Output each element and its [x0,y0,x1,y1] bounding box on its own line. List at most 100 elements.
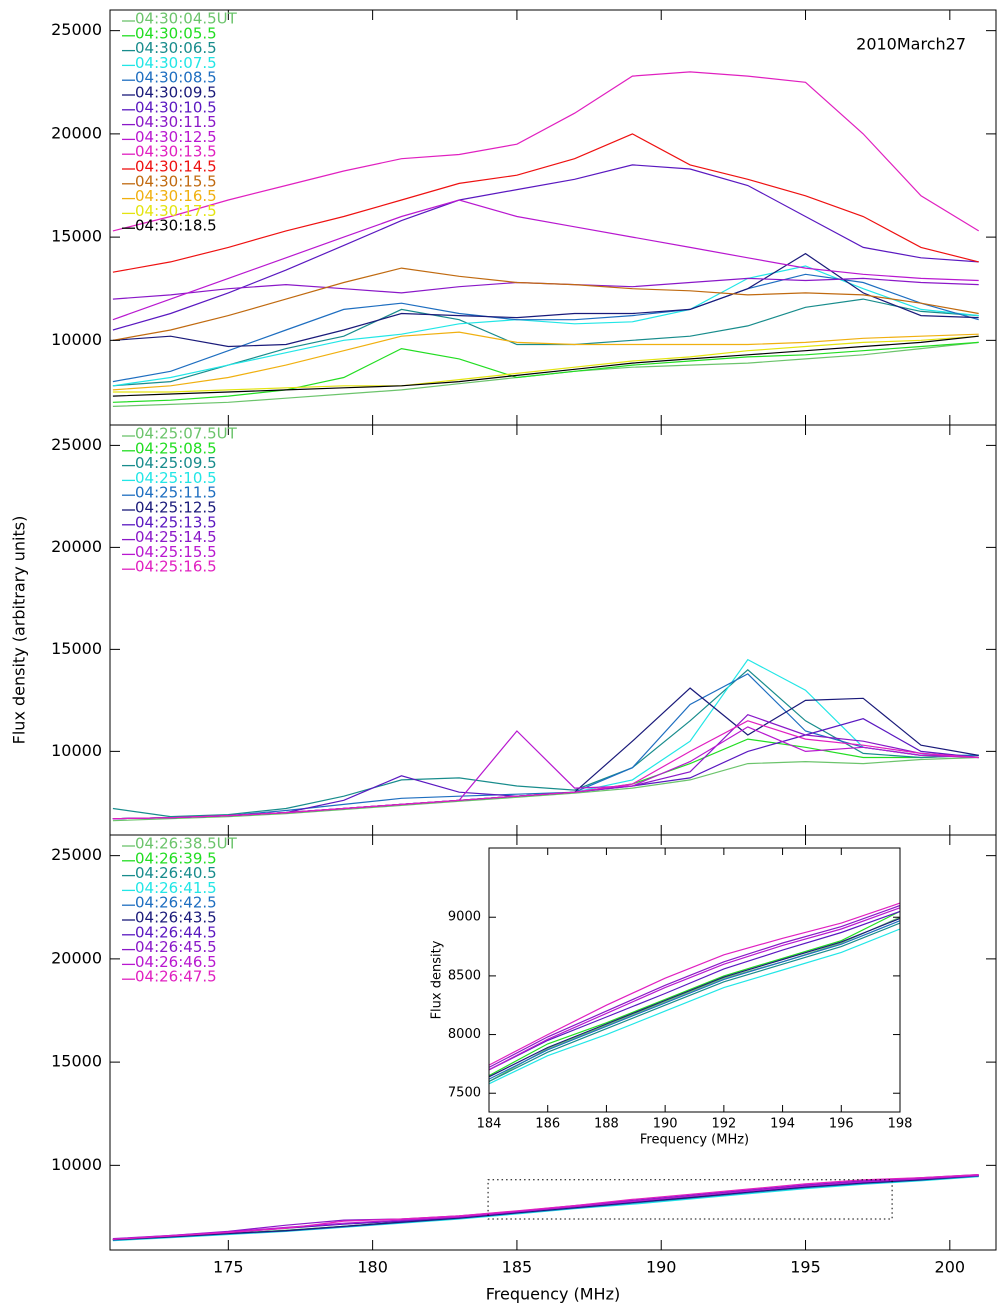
series-line [488,916,901,1083]
series-line [112,199,979,321]
y-tick-label: 9000 [448,910,481,925]
plot-frame [109,834,997,1251]
x-tick-label: 175 [213,1258,244,1277]
legend-label: 04:26:44.5 [135,923,217,941]
x-tick-label: 188 [594,1117,619,1132]
series-line [112,1174,979,1240]
y-tick-label: 8000 [448,1027,481,1042]
x-tick-label: 196 [829,1117,854,1132]
y-tick-label: 7500 [448,1086,481,1101]
series-line [112,71,980,232]
x-tick-label: 180 [357,1258,388,1277]
y-axis-label: Flux density (arbitrary units) [10,516,29,745]
legend-label: 04:25:13.5 [135,513,217,531]
series-line [112,265,979,387]
legend-label: 04:30:04.5UT [135,10,238,28]
x-tick-label: 185 [502,1258,533,1277]
legend-label: 04:25:12.5 [135,499,217,517]
legend-label: 04:25:15.5 [135,543,217,561]
series-line [488,907,901,1071]
x-tick-label: 194 [770,1117,795,1132]
x-tick-label: 198 [888,1117,913,1132]
series-line [488,910,901,1077]
x-tick-label: 195 [790,1258,821,1277]
y-axis-label: Flux density [430,940,445,1019]
series-line [112,273,979,383]
annotation: 2010March27 [856,35,966,54]
y-tick-label: 10000 [51,330,102,349]
x-tick-label: 184 [477,1117,502,1132]
series-line [112,298,979,387]
series-line [112,335,979,393]
series-line [112,133,979,273]
legend-label: 04:30:18.5 [135,217,217,235]
series-line [112,341,979,403]
legend-label: 04:26:47.5 [135,968,217,986]
legend-label: 04:30:15.5 [135,172,217,190]
x-tick-label: 186 [535,1117,560,1132]
x-tick-label: 190 [646,1258,677,1277]
series-line [488,922,901,1083]
series-line [112,738,979,820]
y-tick-label: 10000 [51,1155,102,1174]
legend-label: 04:30:13.5 [135,143,217,161]
inset-background [489,848,900,1112]
series-line [488,904,901,1068]
series-line [112,756,979,822]
legend-label: 04:30:12.5 [135,128,217,146]
legend-label: 04:26:39.5 [135,849,217,867]
y-tick-label: 20000 [51,948,102,967]
series-line [488,902,901,1066]
series-line [112,335,979,397]
y-tick-label: 25000 [51,20,102,39]
y-tick-label: 25000 [51,435,102,454]
legend-label: 04:25:11.5 [135,484,217,502]
inset-region [487,1179,893,1220]
legend-label: 04:26:43.5 [135,909,217,927]
legend-label: 04:26:46.5 [135,953,217,971]
series-line [112,714,979,820]
series-line [112,726,979,820]
y-tick-label: 20000 [51,537,102,556]
series-line [488,917,901,1078]
legend-label: 04:30:16.5 [135,187,217,205]
legend-label: 04:30:08.5 [135,69,217,87]
x-axis-label: Frequency (MHz) [486,1285,620,1304]
legend-label: 04:30:17.5 [135,202,217,220]
legend-label: 04:25:10.5 [135,469,217,487]
legend-label: 04:26:42.5 [135,894,217,912]
series-line [112,267,979,341]
legend-label: 04:30:14.5 [135,158,217,176]
legend-label: 04:30:06.5 [135,39,217,57]
plot-frame [109,9,997,426]
series-line [112,668,979,818]
legend-label: 04:26:38.5UT [135,835,238,853]
y-tick-label: 8500 [448,968,481,983]
x-tick-label: 200 [935,1258,966,1277]
legend-label: 04:30:07.5 [135,54,217,72]
series-line [488,920,901,1080]
legend-label: 04:26:45.5 [135,938,217,956]
series-line [112,1174,979,1240]
y-tick-label: 25000 [51,845,102,864]
y-tick-label: 10000 [51,741,102,760]
legend-label: 04:30:10.5 [135,98,217,116]
y-tick-label: 15000 [51,1052,102,1071]
legend-label: 04:30:11.5 [135,113,217,131]
x-tick-label: 192 [711,1117,736,1132]
legend-label: 04:26:41.5 [135,879,217,897]
legend-label: 04:25:16.5 [135,558,217,576]
x-axis-label: Frequency (MHz) [640,1133,749,1148]
series-line [112,277,979,300]
series-line [488,910,901,1071]
y-tick-label: 20000 [51,123,102,142]
x-tick-label: 190 [653,1117,678,1132]
legend-label: 04:30:09.5 [135,84,217,102]
legend-label: 04:25:07.5UT [135,425,238,443]
legend-label: 04:25:09.5 [135,454,217,472]
plot-frame [109,424,997,836]
legend-label: 04:30:05.5 [135,24,217,42]
series-line [112,673,979,820]
y-tick-label: 15000 [51,639,102,658]
